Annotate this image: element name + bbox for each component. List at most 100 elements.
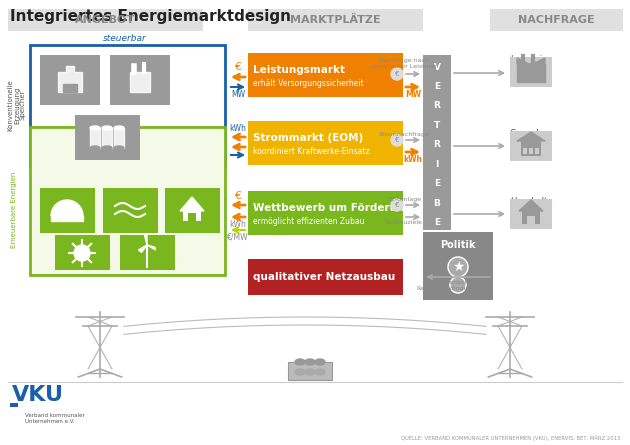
Polygon shape <box>51 216 83 221</box>
Ellipse shape <box>315 359 325 365</box>
Text: ermöglicht effizienten Zubau: ermöglicht effizienten Zubau <box>253 217 365 226</box>
Text: Integriertes Energiemarktdesign: Integriertes Energiemarktdesign <box>10 9 291 24</box>
Ellipse shape <box>90 126 100 130</box>
Bar <box>30 45 225 167</box>
Bar <box>527 216 535 224</box>
Polygon shape <box>517 132 545 141</box>
Ellipse shape <box>114 126 124 130</box>
Bar <box>522 211 540 224</box>
Text: MW: MW <box>231 90 245 99</box>
Text: MARKTPLÄTZE: MARKTPLÄTZE <box>290 15 381 25</box>
Bar <box>248 53 403 97</box>
Text: MW: MW <box>405 90 421 99</box>
Text: Stromnachfrage: Stromnachfrage <box>379 132 430 137</box>
Bar <box>423 55 451 230</box>
Text: steuerbar: steuerbar <box>103 34 147 43</box>
Text: erhält Versorgungssicherheit: erhält Versorgungssicherheit <box>253 78 364 88</box>
Text: E: E <box>434 82 440 91</box>
Text: Ausbauziele: Ausbauziele <box>385 220 423 225</box>
Ellipse shape <box>102 126 112 130</box>
Text: €: € <box>234 191 241 201</box>
Text: E: E <box>434 218 440 227</box>
Text: €: € <box>234 62 241 72</box>
Text: Haushalte: Haushalte <box>510 197 553 206</box>
Ellipse shape <box>114 146 124 150</box>
Circle shape <box>74 245 90 261</box>
Circle shape <box>450 277 466 293</box>
Text: koordiniert Kraftwerke-Einsatz: koordiniert Kraftwerke-Einsatz <box>253 146 370 155</box>
Text: kWh: kWh <box>229 220 246 229</box>
Ellipse shape <box>305 359 315 365</box>
Polygon shape <box>90 128 100 148</box>
Text: Speicher: Speicher <box>20 90 26 120</box>
Polygon shape <box>102 128 112 148</box>
Polygon shape <box>139 245 147 252</box>
Bar <box>40 188 95 233</box>
Text: Wettbewerb um Förderung: Wettbewerb um Förderung <box>253 203 412 213</box>
Text: EE-Umlage: EE-Umlage <box>387 197 421 202</box>
Polygon shape <box>58 66 82 92</box>
Ellipse shape <box>102 146 112 150</box>
Bar <box>529 148 533 154</box>
Bar <box>110 55 170 105</box>
Text: Leistungsmarkt: Leistungsmarkt <box>253 65 345 75</box>
Bar <box>248 259 403 295</box>
Wedge shape <box>51 200 83 216</box>
Polygon shape <box>517 64 545 82</box>
Text: Gewerbe: Gewerbe <box>510 129 548 138</box>
Circle shape <box>391 199 403 211</box>
Polygon shape <box>114 128 124 148</box>
Bar <box>510 131 552 161</box>
Text: Verband kommunaler
Unternehmen e.V.: Verband kommunaler Unternehmen e.V. <box>25 413 85 424</box>
Text: R: R <box>433 140 440 149</box>
Text: kWh: kWh <box>403 155 423 164</box>
Circle shape <box>391 68 403 80</box>
Bar <box>40 55 100 105</box>
Ellipse shape <box>295 369 305 375</box>
Text: Erneuerbare Energien: Erneuerbare Energien <box>11 172 17 248</box>
Ellipse shape <box>295 359 305 365</box>
Ellipse shape <box>305 369 315 375</box>
Text: I: I <box>435 160 438 169</box>
Text: €: € <box>395 137 399 143</box>
Text: QUELLE: VERBAND KOMMUNALER UNTERNEHMEN (VKU), ENERVIS, BET, MÄRZ 2013: QUELLE: VERBAND KOMMUNALER UNTERNEHMEN (… <box>401 435 620 441</box>
Bar <box>55 235 110 270</box>
Bar <box>8 9 203 31</box>
Text: Nachfrage nach
gesicherter Leistung: Nachfrage nach gesicherter Leistung <box>372 58 437 69</box>
Bar <box>535 148 539 154</box>
Text: €/MW: €/MW <box>227 233 249 242</box>
Text: NACHFRAGE: NACHFRAGE <box>518 15 594 25</box>
Bar <box>188 213 196 221</box>
Polygon shape <box>147 245 156 250</box>
Text: Strommarkt (EOM): Strommarkt (EOM) <box>253 133 364 143</box>
Polygon shape <box>145 235 147 245</box>
Bar <box>248 121 403 165</box>
Text: ANGEBOT: ANGEBOT <box>75 15 135 25</box>
Text: €: € <box>234 133 241 143</box>
Polygon shape <box>519 200 543 211</box>
Bar <box>248 9 423 31</box>
Bar <box>490 9 623 31</box>
Bar <box>183 211 201 221</box>
Polygon shape <box>517 58 545 64</box>
Polygon shape <box>130 72 150 92</box>
Text: €: € <box>395 202 399 208</box>
Circle shape <box>391 134 403 146</box>
Circle shape <box>448 257 468 277</box>
Bar <box>523 148 527 154</box>
Text: T: T <box>434 121 440 130</box>
Bar <box>30 127 225 275</box>
Text: regulatorische
Rahmenbedingungen: regulatorische Rahmenbedingungen <box>416 280 484 291</box>
Bar <box>248 191 403 235</box>
Bar <box>521 141 541 156</box>
Bar <box>10 403 18 407</box>
Ellipse shape <box>315 369 325 375</box>
Ellipse shape <box>90 146 100 150</box>
Bar <box>75 115 140 160</box>
Text: E: E <box>434 179 440 188</box>
Text: R: R <box>433 101 440 110</box>
Bar <box>120 235 175 270</box>
Polygon shape <box>63 84 77 92</box>
Text: V: V <box>433 62 440 72</box>
Text: Politik: Politik <box>440 240 476 250</box>
